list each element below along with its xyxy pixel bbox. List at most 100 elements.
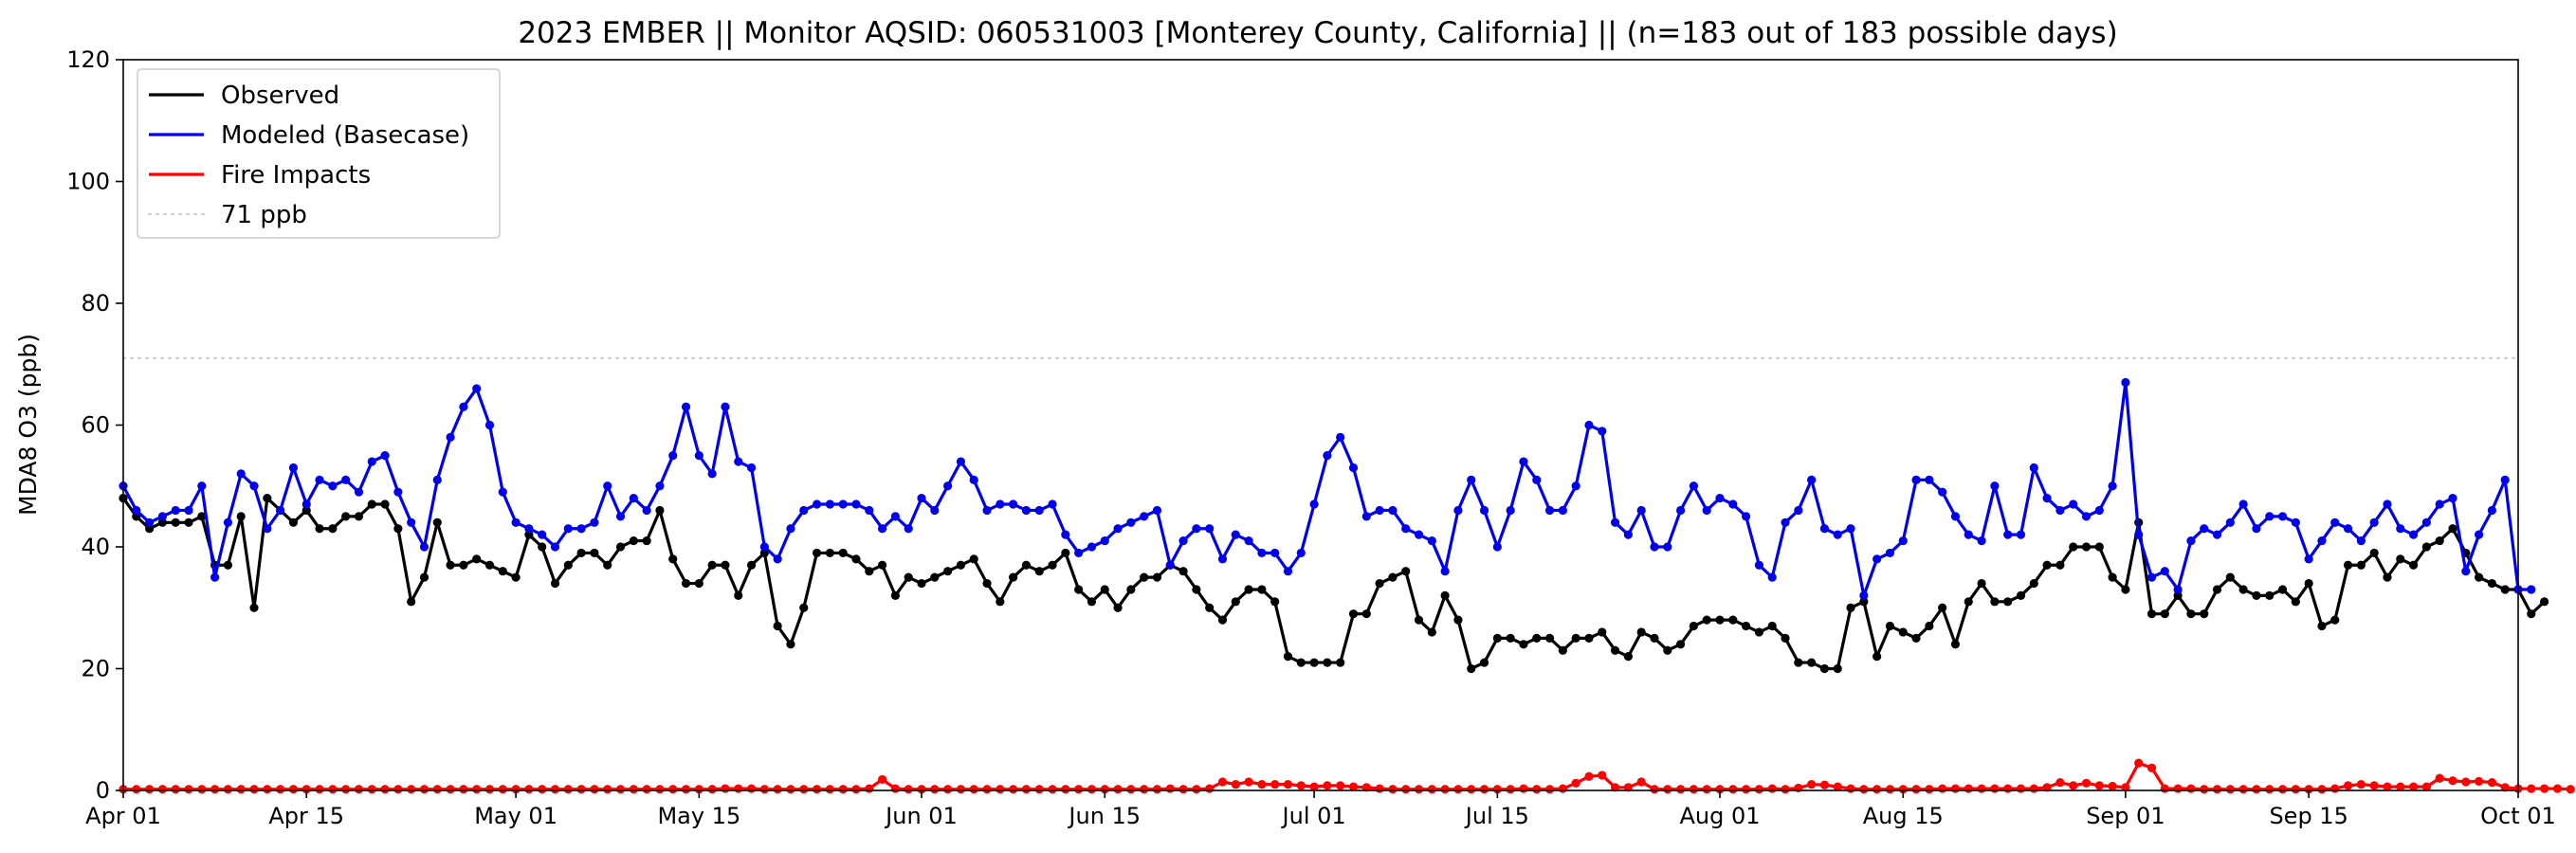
data-point [1126, 785, 1136, 794]
data-point [615, 542, 626, 552]
data-point [1833, 663, 1842, 674]
data-point [2016, 530, 2026, 539]
data-point [1650, 785, 1659, 794]
data-point [1113, 524, 1123, 534]
data-point [550, 542, 560, 552]
data-point [694, 785, 703, 794]
data-point [2212, 785, 2222, 794]
data-point [1309, 658, 1319, 667]
data-point [1532, 785, 1542, 794]
data-point [1192, 524, 1201, 534]
data-point [263, 524, 272, 534]
data-point [328, 524, 338, 534]
data-point [341, 512, 351, 521]
data-point [380, 451, 390, 461]
x-axis: Apr 01 Apr 15 May 01 May 15 Jun 01 Jun 15 Jul … [85, 790, 2556, 829]
data-point [1767, 784, 1777, 793]
data-point [812, 548, 822, 558]
data-point [1977, 578, 1986, 589]
plot-area [119, 356, 2575, 794]
data-point [734, 784, 743, 793]
data-point [1414, 785, 1424, 794]
data-point [2029, 578, 2038, 589]
data-point [2238, 785, 2248, 794]
data-point [1309, 499, 1319, 509]
data-point [1964, 597, 1973, 607]
data-point [1296, 548, 1306, 558]
data-point [1192, 785, 1201, 794]
x-tick-label: Sep 15 [2269, 803, 2348, 829]
data-point [2069, 542, 2078, 552]
data-point [629, 785, 638, 794]
data-point [2277, 585, 2288, 594]
y-tick-label: 80 [81, 290, 110, 317]
data-point [2238, 585, 2248, 594]
legend: Observed Modeled (Basecase) Fire Impacts 71… [137, 68, 501, 239]
y-axis-label: MDA8 O3 (ppb) [14, 334, 42, 516]
x-tick-label: Jul 15 [1464, 803, 1529, 829]
data-point [550, 578, 560, 589]
data-point [2108, 781, 2117, 791]
data-point [1938, 603, 1947, 612]
data-point [1650, 542, 1659, 552]
data-point [2200, 785, 2209, 794]
data-point [1126, 585, 1136, 594]
data-point [446, 560, 455, 570]
data-point [2252, 524, 2261, 534]
data-point [472, 785, 482, 794]
data-point [681, 785, 691, 794]
data-point [1728, 615, 1738, 625]
data-point [2003, 784, 2013, 793]
data-point [759, 785, 769, 794]
data-point [249, 481, 259, 491]
data-point [1034, 505, 1044, 516]
data-point [1244, 777, 1253, 787]
data-point [812, 499, 822, 509]
data-point [786, 524, 795, 534]
data-point [2435, 499, 2444, 509]
data-point [1061, 530, 1070, 539]
data-point [2461, 567, 2471, 576]
data-point [1544, 505, 1555, 516]
data-point [524, 785, 534, 794]
data-point [786, 785, 795, 794]
data-point [1021, 505, 1032, 516]
data-point [1440, 785, 1450, 794]
data-point [746, 784, 757, 793]
data-point [171, 785, 180, 794]
data-point [1873, 785, 1882, 794]
data-point [1715, 785, 1725, 794]
data-point [1950, 512, 1961, 521]
data-point [1140, 785, 1149, 794]
data-point [2487, 578, 2496, 589]
data-point [2304, 554, 2313, 564]
data-point [1833, 530, 1842, 539]
data-point [1296, 781, 1306, 790]
data-point [380, 499, 390, 509]
data-point [1087, 542, 1097, 552]
data-point [2343, 781, 2353, 790]
data-point [419, 572, 429, 582]
data-point [341, 475, 351, 484]
data-point [2173, 590, 2183, 601]
data-point [1453, 505, 1463, 516]
data-point [1623, 530, 1633, 539]
data-point [956, 457, 966, 466]
data-point [969, 785, 978, 794]
data-point [2094, 781, 2104, 790]
legend-label: Modeled (Basecase) [221, 121, 469, 150]
data-point [2134, 758, 2144, 768]
data-point [1375, 578, 1384, 589]
data-point [1977, 535, 1986, 546]
data-point [2081, 512, 2092, 521]
data-point [1074, 548, 1084, 558]
data-point [2291, 517, 2300, 527]
data-point [825, 548, 834, 558]
data-point [1323, 451, 1332, 461]
data-point [459, 785, 468, 794]
data-point [1663, 785, 1672, 794]
data-point [1087, 785, 1097, 794]
data-point [1675, 640, 1686, 649]
data-point [1152, 505, 1162, 516]
